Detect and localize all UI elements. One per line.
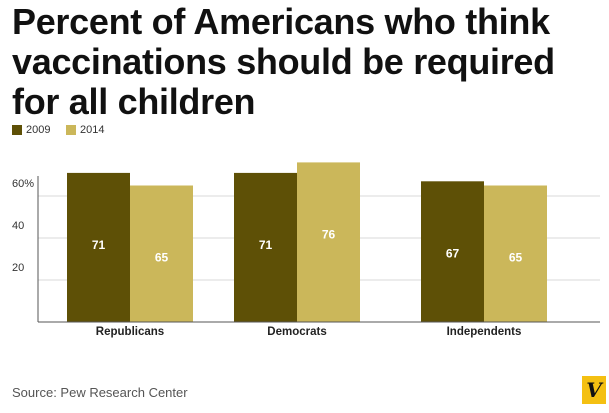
source-note: Source: Pew Research Center [12, 385, 188, 400]
logo-letter: V [586, 378, 602, 402]
data-label: 67 [446, 246, 460, 260]
bar [130, 185, 193, 322]
y-tick-label: 40 [12, 220, 24, 232]
bar [234, 172, 297, 322]
data-label: 65 [155, 251, 169, 265]
legend-swatch-2014 [66, 125, 76, 135]
data-label: 71 [259, 238, 273, 252]
y-tick-label: 60% [12, 178, 34, 190]
data-label: 65 [509, 251, 523, 265]
y-tick-label: 20 [12, 262, 24, 274]
x-tick-label: Independents [447, 326, 522, 338]
legend-label-2009: 2009 [26, 124, 51, 136]
bar [67, 172, 130, 322]
data-label: 76 [322, 227, 336, 241]
legend-item-2009: 2009 [12, 124, 50, 136]
legend-label-2014: 2014 [80, 124, 105, 136]
legend-swatch-2009 [12, 125, 22, 135]
legend-item-2014: 2014 [66, 124, 104, 136]
x-tick-label: Republicans [96, 326, 164, 338]
bar [484, 185, 547, 322]
x-tick-label: Democrats [267, 326, 326, 338]
chart-title: Percent of Americans who think vaccinati… [12, 1, 555, 122]
bar [297, 162, 360, 322]
bar [421, 181, 484, 322]
data-label: 71 [92, 238, 106, 252]
vox-logo: V [582, 376, 606, 404]
